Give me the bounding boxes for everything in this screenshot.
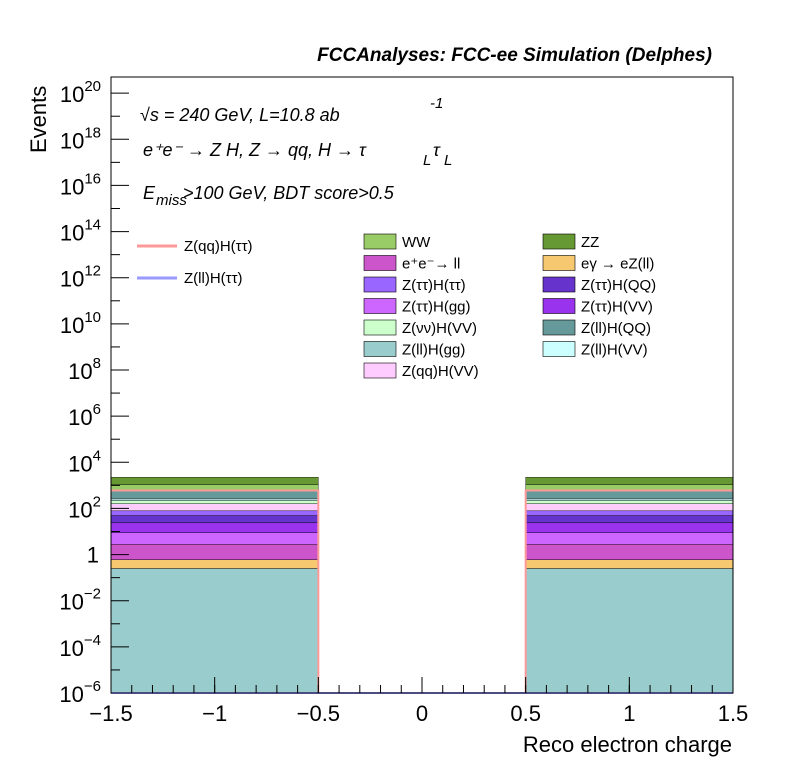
legend-swatch-z-h-vv — [363, 319, 397, 336]
bar-e-ez-ll-bin0 — [110, 559, 319, 569]
x-tick-label: −0.5 — [297, 701, 340, 726]
x-tick-label: −1 — [202, 701, 227, 726]
x-axis: −1.5 −1 −0.5 0 0.5 1 1.5 — [89, 677, 748, 726]
x-axis-label: Reco electron charge — [523, 732, 732, 757]
chart-title: FCCAnalyses: FCC-ee Simulation (Delphes) — [317, 45, 712, 66]
legend-label: Z(ττ)H(QQ) — [581, 277, 656, 294]
y-tick-label: 10−6 — [59, 678, 101, 707]
legend-swatch-z-h-gg — [363, 298, 397, 314]
y-tick-label: 102 — [68, 493, 101, 522]
legend-swatch-z-ll-h-qq — [542, 319, 576, 336]
legend-swatch-ww — [363, 233, 397, 250]
bar-zz-bin0 — [110, 476, 319, 485]
legend-label: Z(ll)H(ττ) — [184, 270, 243, 287]
stacked-bars — [110, 476, 734, 694]
y-tick-label: 1020 — [60, 78, 101, 107]
annotation-cut: E miss >100 GeV, BDT score>0.5 — [143, 183, 395, 209]
y-tick-label: 1016 — [60, 170, 101, 199]
bar-z-h-vv-bin2 — [525, 500, 734, 504]
svg-text:miss: miss — [156, 192, 187, 209]
y-tick-label: 1014 — [60, 217, 101, 246]
legend-swatch-e-ez-ll — [542, 255, 576, 271]
bar-z-h-bin2 — [525, 510, 734, 516]
bar-z-ll-h-qq-bin0 — [110, 490, 319, 500]
y-tick-label: 1012 — [60, 263, 101, 292]
y-tick-label: 1010 — [60, 309, 101, 338]
legend-label: e⁺e⁻→ ll — [402, 256, 460, 273]
y-tick-label: 106 — [68, 401, 101, 430]
svg-text:√s = 240 GeV, L=10.8 ab: √s = 240 GeV, L=10.8 ab — [140, 105, 340, 125]
svg-text:>100 GeV, BDT score>0.5: >100 GeV, BDT score>0.5 — [183, 183, 395, 203]
y-axis: 10−6 10−4 10−2 1 102 104 106 108 1010 1012 1014 101… — [59, 78, 129, 707]
y-tick-label: 108 — [68, 355, 101, 384]
x-tick-label: 0.5 — [510, 701, 541, 726]
legend-label: Z(ll)H(gg) — [402, 342, 465, 359]
bar-z-qq-h-vv-bin2 — [525, 503, 734, 512]
bar-z-ll-h-vv-bin2 — [525, 498, 734, 501]
legend-label: Z(qq)H(VV) — [402, 363, 479, 380]
legend-swatch-z-h — [363, 276, 397, 293]
y-tick-label: 10−2 — [59, 586, 101, 615]
svg-text:L: L — [444, 152, 452, 169]
bar-z-h-vv-bin0 — [110, 500, 319, 504]
y-tick-label: 104 — [68, 447, 101, 476]
y-axis-label: Events — [26, 86, 51, 153]
bar-z-qq-h-vv-bin0 — [110, 503, 319, 512]
legend-label: Z(ll)H(VV) — [581, 342, 648, 359]
bar-e-e-ll-bin2 — [525, 544, 734, 560]
legend-swatch-z-h-vv — [542, 298, 576, 314]
legend-label: Z(ττ)H(gg) — [402, 299, 471, 316]
legend-label: Z(ττ)H(VV) — [581, 299, 653, 316]
bar-z-ll-h-gg-bin0 — [110, 568, 319, 694]
legend-label: eγ → eZ(ll) — [581, 256, 654, 273]
legend-swatch-e-e-ll — [363, 255, 397, 271]
bar-z-h-bin0 — [110, 510, 319, 516]
svg-text:E: E — [143, 183, 156, 203]
legend-label: ZZ — [581, 234, 599, 251]
legend-label: WW — [402, 234, 431, 251]
legend-swatch-z-h-qq — [542, 276, 576, 293]
legend-swatch-z-qq-h-vv — [363, 362, 397, 379]
svg-text:τ: τ — [433, 140, 441, 160]
x-tick-label: −1.5 — [89, 701, 132, 726]
bar-z-h-qq-bin2 — [525, 515, 734, 524]
legend: Z(qq)H(ττ) Z(ll)H(ττ) WW e⁺e⁻→ ll Z(ττ)H(ττ)… — [137, 233, 656, 380]
annotation-process: e⁺e⁻ → Z H, Z → qq, H → τ L τ L — [143, 140, 452, 169]
x-tick-label: 1 — [623, 701, 635, 726]
bar-z-ll-h-qq-bin2 — [525, 490, 734, 500]
svg-text:-1: -1 — [430, 95, 443, 112]
legend-label: Z(qq)H(ττ) — [184, 238, 253, 255]
bar-e-ez-ll-bin2 — [525, 559, 734, 569]
legend-swatch-z-ll-h-vv — [542, 341, 576, 357]
legend-label: Z(ττ)H(ττ) — [402, 277, 466, 294]
bar-z-h-gg-bin2 — [525, 532, 734, 545]
legend-label: Z(ll)H(QQ) — [581, 320, 651, 337]
svg-text:e⁺e⁻ → Z H, Z → qq, H → τ: e⁺e⁻ → Z H, Z → qq, H → τ — [143, 140, 367, 160]
bar-z-h-vv-bin2 — [525, 522, 734, 533]
bar-z-h-vv-bin0 — [110, 522, 319, 533]
legend-swatch-zz — [542, 233, 576, 250]
svg-text:L: L — [423, 152, 431, 169]
bar-z-h-qq-bin0 — [110, 515, 319, 524]
legend-swatch-z-ll-h-gg — [363, 341, 397, 357]
bar-zz-bin2 — [525, 476, 734, 485]
bar-e-e-ll-bin0 — [110, 544, 319, 560]
bar-z-ll-h-gg-bin2 — [525, 568, 734, 694]
y-tick-label: 10−4 — [59, 632, 101, 661]
bar-z-h-gg-bin0 — [110, 532, 319, 545]
y-tick-label: 1018 — [60, 124, 101, 153]
y-tick-label: 1 — [87, 543, 99, 568]
legend-label: Z(νν)H(VV) — [402, 320, 477, 337]
x-tick-label: 0 — [416, 701, 428, 726]
bar-z-ll-h-vv-bin0 — [110, 498, 319, 501]
x-tick-label: 1.5 — [718, 701, 749, 726]
annotation-energy: √s = 240 GeV, L=10.8 ab -1 — [140, 95, 443, 125]
